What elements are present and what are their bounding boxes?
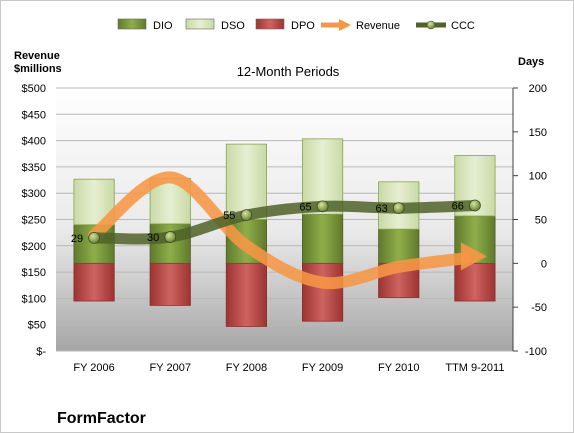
bar-dio (378, 228, 420, 264)
left-tick-label: $300 (22, 188, 46, 200)
ccc-data-label: 29 (71, 233, 83, 245)
bar-dpo (454, 262, 496, 302)
legend-label: CCC (451, 20, 475, 32)
left-axis-unit: $millions (14, 63, 62, 75)
right-tick-label: 0 (541, 258, 547, 270)
left-tick-label: $100 (22, 293, 46, 305)
right-tick-label: 100 (529, 171, 547, 183)
ccc-line: 29 30 55 65 63 66 (71, 199, 481, 245)
right-tick-label: -50 (531, 302, 547, 314)
ccc-data-label: 65 (299, 201, 311, 213)
ccc-point (392, 202, 405, 215)
left-tick-label: $200 (22, 241, 46, 253)
legend-swatch-arrowhead (339, 19, 351, 31)
legend-label: Revenue (356, 20, 400, 32)
legend: DIO DSO DPO Revenue CCC (117, 18, 475, 32)
bar-dso (225, 143, 268, 220)
chart-title: 12-Month Periods (237, 64, 340, 79)
legend-swatch (117, 18, 147, 30)
ccc-point (88, 232, 100, 244)
legend-swatch (185, 18, 215, 30)
revenue-line (88, 171, 487, 290)
left-tick-label: $450 (22, 109, 46, 121)
right-tick-label: 50 (535, 215, 547, 227)
ccc-path (88, 199, 481, 245)
x-tick-label: TTM 9-2011 (445, 362, 504, 374)
legend-swatch-marker (426, 20, 436, 30)
bar-dpo (301, 262, 344, 322)
ccc-point (240, 209, 253, 222)
left-tick-label: $400 (22, 136, 46, 148)
company-name: FormFactor (57, 410, 146, 427)
left-tick-label: $500 (22, 83, 46, 95)
x-tick-label: FY 2008 (226, 362, 267, 374)
right-tick-label: 150 (529, 127, 547, 139)
left-tick-label: $50 (28, 320, 46, 332)
x-tick-label: FY 2009 (302, 362, 343, 374)
right-axis: -100 -50 0 50 100 150 200 (512, 83, 547, 358)
bar-dpo (149, 262, 191, 306)
left-tick-label: $150 (22, 267, 46, 279)
x-axis: FY 2006 FY 2007 FY 2008 FY 2009 FY 2010 TTM 9… (73, 362, 504, 374)
right-axis-title: Days (518, 56, 544, 68)
revenue-path (88, 171, 471, 290)
bar-dio (301, 213, 344, 264)
legend-label: DIO (153, 20, 173, 32)
right-tick-label: -100 (525, 346, 547, 358)
bar-dpo (73, 262, 115, 302)
left-axis-title: Revenue (14, 50, 60, 62)
revenue-arrowhead (460, 242, 487, 271)
ccc-data-label: 63 (376, 203, 388, 215)
legend-swatch (255, 18, 285, 30)
x-tick-label: FY 2006 (73, 362, 114, 374)
legend-label: DSO (221, 20, 245, 32)
left-tick-label: $250 (22, 215, 46, 227)
ccc-point (164, 231, 177, 243)
left-axis: $- $50 $100 $150 $200 $250 $300 $350 $400 $450 $50… (22, 83, 47, 358)
bar-dpo (225, 262, 268, 327)
left-tick-label: $350 (22, 162, 46, 174)
legend-label: DPO (291, 20, 315, 32)
left-tick-label: $- (36, 346, 46, 358)
x-tick-label: FY 2007 (150, 362, 191, 374)
right-tick-label: 200 (529, 83, 547, 95)
ccc-data-label: 55 (223, 210, 235, 222)
ccc-data-label: 30 (147, 232, 159, 244)
x-tick-label: FY 2010 (378, 362, 419, 374)
ccc-point (469, 199, 481, 212)
ccc-data-label: 66 (452, 200, 464, 212)
ccc-point (316, 200, 329, 213)
